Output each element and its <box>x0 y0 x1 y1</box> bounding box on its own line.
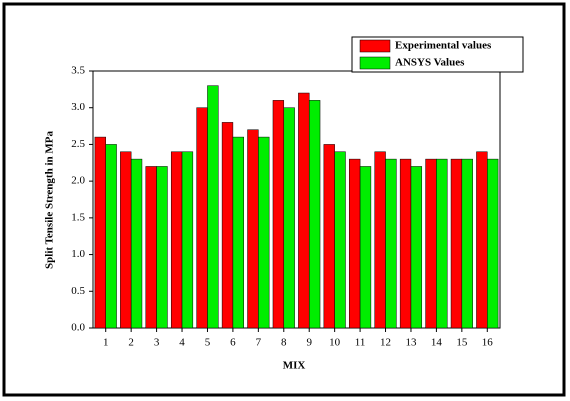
x-tick-label: 15 <box>456 337 468 349</box>
x-tick-label: 11 <box>355 337 366 349</box>
bar <box>374 151 386 329</box>
bar <box>221 122 234 329</box>
bar <box>156 166 168 329</box>
x-tick-label: 3 <box>154 337 160 349</box>
x-tick-label: 10 <box>329 337 341 349</box>
bar <box>349 158 361 329</box>
x-tick-label: 14 <box>431 337 443 349</box>
bar <box>181 151 194 329</box>
y-tick-label: 2.5 <box>71 138 85 150</box>
bar <box>461 158 473 329</box>
bar <box>247 129 259 329</box>
bar <box>283 107 295 329</box>
y-tick-label: 3.5 <box>71 65 85 77</box>
bar <box>105 144 117 329</box>
bar <box>298 92 310 329</box>
y-tick-label: 3.0 <box>71 101 85 113</box>
x-tick-label: 4 <box>179 337 185 349</box>
y-tick-label: 1.0 <box>71 248 85 260</box>
bar <box>258 136 270 329</box>
bar <box>359 166 372 329</box>
bar <box>308 100 321 329</box>
bar <box>425 158 437 329</box>
bar <box>130 158 143 329</box>
bar <box>385 158 397 329</box>
bar <box>450 158 463 329</box>
bar <box>170 151 183 329</box>
bar <box>120 151 132 329</box>
x-tick-label: 16 <box>482 337 494 349</box>
x-tick-label: 2 <box>128 337 134 349</box>
x-tick-label: 7 <box>256 337 262 349</box>
bar <box>410 166 423 329</box>
x-axis-label: MIX <box>283 360 306 372</box>
bar <box>196 107 208 329</box>
bar <box>436 158 448 329</box>
plot-area <box>92 70 501 329</box>
x-tick-label: 13 <box>405 337 417 349</box>
bar <box>272 100 285 329</box>
legend-label: ANSYS Values <box>395 57 465 69</box>
x-tick-label: 6 <box>230 337 236 349</box>
bar <box>145 166 157 329</box>
bar <box>476 151 488 329</box>
bar <box>232 136 244 329</box>
x-tick-label: 8 <box>281 337 287 349</box>
bar <box>334 151 346 329</box>
legend-swatch <box>359 56 391 70</box>
y-tick-label: 1.5 <box>71 211 85 223</box>
y-tick-label: 2.0 <box>71 175 85 187</box>
bar <box>94 136 106 329</box>
bar <box>487 158 499 329</box>
bar <box>207 85 219 329</box>
x-tick-label: 9 <box>306 337 312 349</box>
bar <box>399 158 412 329</box>
x-tick-label: 12 <box>380 337 391 349</box>
legend-swatch <box>359 39 391 53</box>
y-tick-label: 0.0 <box>71 322 85 334</box>
y-axis-label: Split Tensile Strength in MPa <box>44 131 56 269</box>
x-tick-label: 5 <box>205 337 211 349</box>
y-tick-label: 0.5 <box>71 285 85 297</box>
legend-label: Experimental values <box>395 40 492 52</box>
bar <box>323 144 335 329</box>
x-tick-label: 1 <box>103 337 109 349</box>
